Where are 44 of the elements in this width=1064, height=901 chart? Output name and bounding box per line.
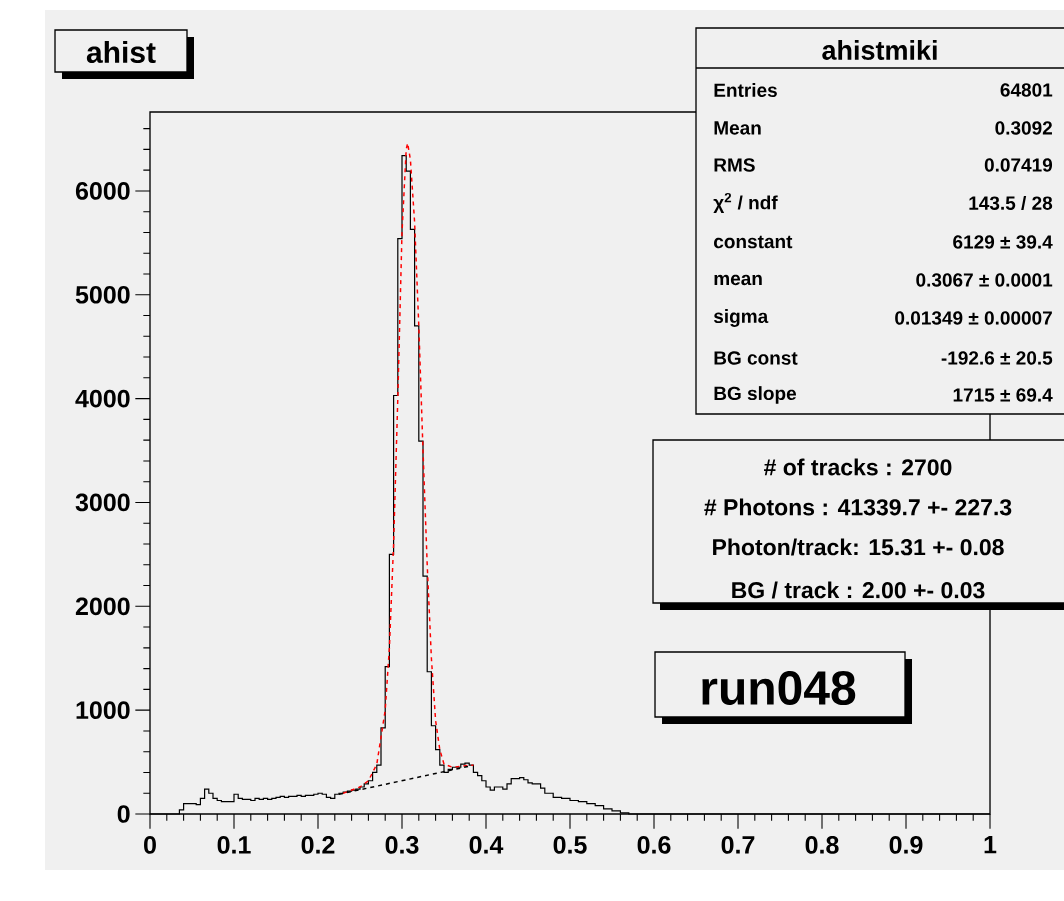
- annotation: Mean: [714, 121, 761, 135]
- annotation: χ$^{2}$ / ndf: [713, 192, 778, 214]
- y-tick-label: 6000: [75, 182, 130, 200]
- annotation: 0.01349 ± 0.00007: [895, 311, 1052, 325]
- annotation: 143.5 / 28: [969, 195, 1053, 211]
- annotation: Photon/track: 15.31 +- 0.08: [713, 538, 1004, 556]
- x-tick-label: 0.9: [889, 836, 923, 854]
- x-tick-label: 0.3: [385, 836, 419, 854]
- y-tick-label: 1000: [76, 701, 130, 720]
- annotation: 6129 ± 39.4: [953, 235, 1053, 249]
- y-tick-label: 5000: [75, 285, 130, 304]
- annotation: # of tracks : 2700: [764, 458, 952, 476]
- text: ahistmiki: [822, 40, 937, 60]
- x-tick-label: 0.8: [805, 836, 839, 854]
- annotation: BG const: [714, 351, 798, 365]
- chart-title: ahist: [86, 40, 156, 64]
- x-tick-label: 0.5: [553, 836, 587, 854]
- x-tick-label: 0.2: [301, 836, 335, 854]
- annotation: mean: [714, 274, 762, 286]
- annotation: BG / track : 2.00 +- 0.03: [732, 581, 985, 599]
- text: 0.3092: [995, 121, 1052, 135]
- annotation: 0.07419: [984, 158, 1053, 172]
- x-tick-label: 0.6: [637, 836, 671, 854]
- x-tick-label: 0.1: [217, 836, 251, 854]
- x-tick-label: 0: [144, 836, 156, 854]
- annotation: BG slope: [714, 386, 797, 404]
- line-series: [342, 142, 475, 794]
- text: 64801: [1000, 83, 1053, 97]
- annotation: 1715 ± 69.4: [953, 388, 1053, 402]
- annotation: # Photons : 41339.7 +- 227.3: [704, 498, 1012, 516]
- annotation: sigma: [713, 309, 769, 327]
- x-tick-label: 1: [984, 836, 997, 854]
- y-tick-label: 2000: [75, 597, 130, 616]
- annotation: constant: [714, 235, 793, 249]
- annotation: -192.6 ± 20.5: [941, 351, 1053, 365]
- text: Entries: [714, 83, 777, 97]
- annotation: run048: [702, 671, 856, 705]
- y-tick-label: 0: [117, 805, 130, 823]
- x-tick-label: 0.4: [469, 836, 504, 854]
- x-tick-label: 0.7: [721, 836, 755, 854]
- y-tick-label: 3000: [75, 493, 130, 512]
- y-tick-label: 4000: [75, 389, 130, 408]
- annotation: 0.3067 ± 0.0001: [916, 273, 1053, 287]
- annotation: RMS: [714, 158, 755, 172]
